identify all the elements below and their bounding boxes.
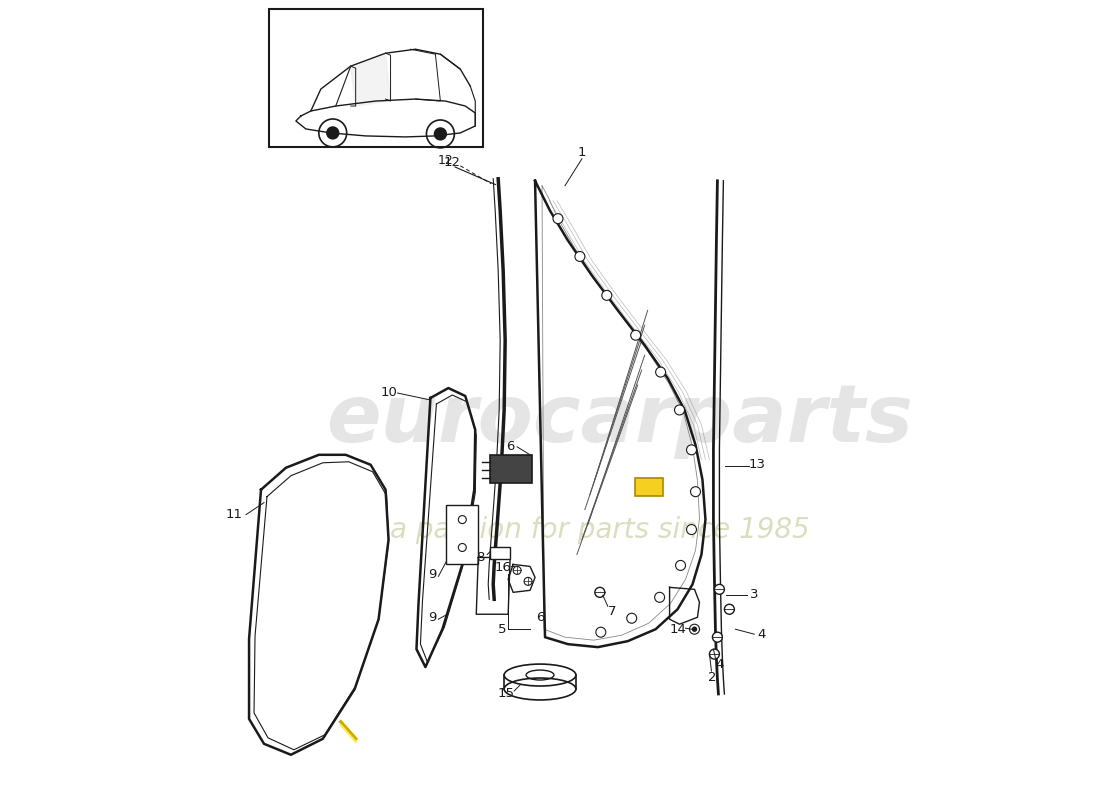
Text: 9: 9 (428, 568, 437, 581)
Circle shape (714, 584, 725, 594)
Circle shape (690, 624, 700, 634)
Text: 7: 7 (607, 605, 616, 618)
Circle shape (674, 405, 684, 415)
Bar (635, 478, 662, 496)
Text: 5: 5 (498, 622, 506, 636)
Circle shape (686, 525, 696, 534)
Text: 2: 2 (708, 670, 717, 683)
Text: 9: 9 (428, 610, 437, 624)
Text: 6: 6 (536, 610, 544, 624)
Circle shape (602, 290, 612, 300)
Circle shape (693, 627, 696, 631)
Circle shape (434, 128, 447, 140)
Circle shape (713, 632, 723, 642)
Circle shape (654, 592, 664, 602)
Bar (491, 455, 532, 482)
Text: 15: 15 (497, 687, 515, 701)
Circle shape (630, 330, 640, 340)
Circle shape (725, 604, 735, 614)
Circle shape (513, 566, 521, 574)
Text: 16: 16 (495, 561, 512, 574)
Circle shape (627, 614, 637, 623)
Bar (491, 547, 510, 559)
Circle shape (691, 486, 701, 497)
Circle shape (656, 367, 666, 377)
Circle shape (675, 561, 685, 570)
Text: eurocarparts: eurocarparts (327, 381, 913, 459)
Text: 1: 1 (578, 146, 586, 159)
Circle shape (710, 649, 719, 659)
Text: 14: 14 (669, 622, 686, 636)
Text: 11: 11 (226, 508, 243, 521)
Circle shape (524, 578, 532, 586)
Polygon shape (351, 55, 390, 106)
Text: 8: 8 (476, 551, 484, 564)
Text: 4: 4 (757, 628, 766, 641)
Circle shape (596, 627, 606, 637)
Text: 6: 6 (506, 440, 515, 454)
Text: 12: 12 (438, 154, 453, 167)
Bar (270, 10, 483, 147)
Text: 13: 13 (749, 458, 766, 471)
Circle shape (595, 587, 605, 598)
Text: 10: 10 (381, 386, 397, 398)
Circle shape (575, 251, 585, 262)
Bar (447, 505, 478, 565)
Circle shape (553, 214, 563, 224)
Text: a passion for parts since 1985: a passion for parts since 1985 (390, 515, 810, 543)
Text: 3: 3 (750, 588, 759, 601)
Text: 12: 12 (443, 156, 461, 170)
Circle shape (327, 127, 339, 139)
Text: 4: 4 (715, 658, 724, 670)
Circle shape (686, 445, 696, 455)
